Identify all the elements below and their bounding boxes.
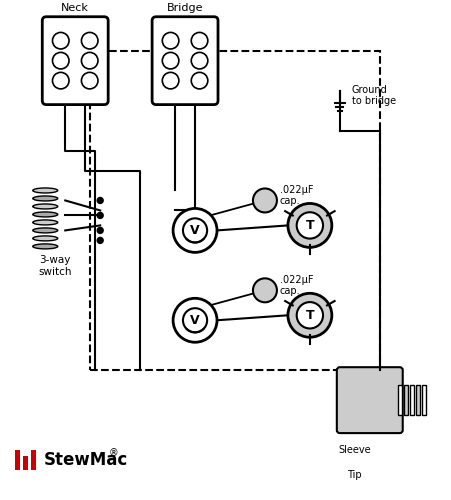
Circle shape <box>81 72 98 89</box>
Ellipse shape <box>33 220 58 225</box>
Ellipse shape <box>33 204 58 209</box>
Circle shape <box>183 308 207 332</box>
Ellipse shape <box>33 196 58 201</box>
Text: Sleeve: Sleeve <box>338 445 370 455</box>
Text: StewMac: StewMac <box>43 451 127 469</box>
Text: Tip: Tip <box>347 470 361 480</box>
Circle shape <box>162 52 179 69</box>
Circle shape <box>173 208 216 252</box>
Circle shape <box>191 32 207 49</box>
FancyBboxPatch shape <box>42 16 108 104</box>
Ellipse shape <box>33 212 58 217</box>
Circle shape <box>81 52 98 69</box>
Text: V: V <box>190 314 199 327</box>
Circle shape <box>296 212 322 238</box>
Text: T: T <box>305 309 313 322</box>
FancyBboxPatch shape <box>336 367 402 433</box>
Bar <box>421 385 425 415</box>
Circle shape <box>97 212 103 218</box>
Text: Bridge: Bridge <box>166 2 203 12</box>
Circle shape <box>287 204 331 248</box>
Circle shape <box>253 188 276 212</box>
Bar <box>409 385 413 415</box>
Circle shape <box>191 52 207 69</box>
Bar <box>90 50 379 370</box>
Text: Neck: Neck <box>61 2 89 12</box>
Circle shape <box>253 278 276 302</box>
Circle shape <box>97 238 103 244</box>
Circle shape <box>191 72 207 89</box>
Circle shape <box>97 198 103 203</box>
Bar <box>415 385 419 415</box>
Text: Ground
to bridge: Ground to bridge <box>351 85 395 106</box>
Circle shape <box>173 298 216 342</box>
Bar <box>15 450 20 470</box>
Bar <box>397 385 401 415</box>
Ellipse shape <box>33 244 58 249</box>
Circle shape <box>162 72 179 89</box>
Circle shape <box>162 32 179 49</box>
Ellipse shape <box>33 188 58 193</box>
Circle shape <box>287 294 331 337</box>
Text: ®: ® <box>108 448 118 458</box>
Text: .022μF
cap.: .022μF cap. <box>279 274 313 296</box>
Bar <box>403 385 407 415</box>
Circle shape <box>296 302 322 328</box>
FancyBboxPatch shape <box>152 16 217 104</box>
Circle shape <box>81 32 98 49</box>
Bar <box>23 456 28 470</box>
Text: 3-way
switch: 3-way switch <box>38 256 72 277</box>
Bar <box>31 450 36 470</box>
Circle shape <box>52 52 69 69</box>
Circle shape <box>52 72 69 89</box>
Circle shape <box>183 218 207 242</box>
Circle shape <box>97 228 103 234</box>
Text: T: T <box>305 219 313 232</box>
Circle shape <box>52 32 69 49</box>
Ellipse shape <box>33 228 58 233</box>
Ellipse shape <box>33 236 58 241</box>
Text: V: V <box>190 224 199 237</box>
Text: .022μF
cap.: .022μF cap. <box>279 184 313 206</box>
